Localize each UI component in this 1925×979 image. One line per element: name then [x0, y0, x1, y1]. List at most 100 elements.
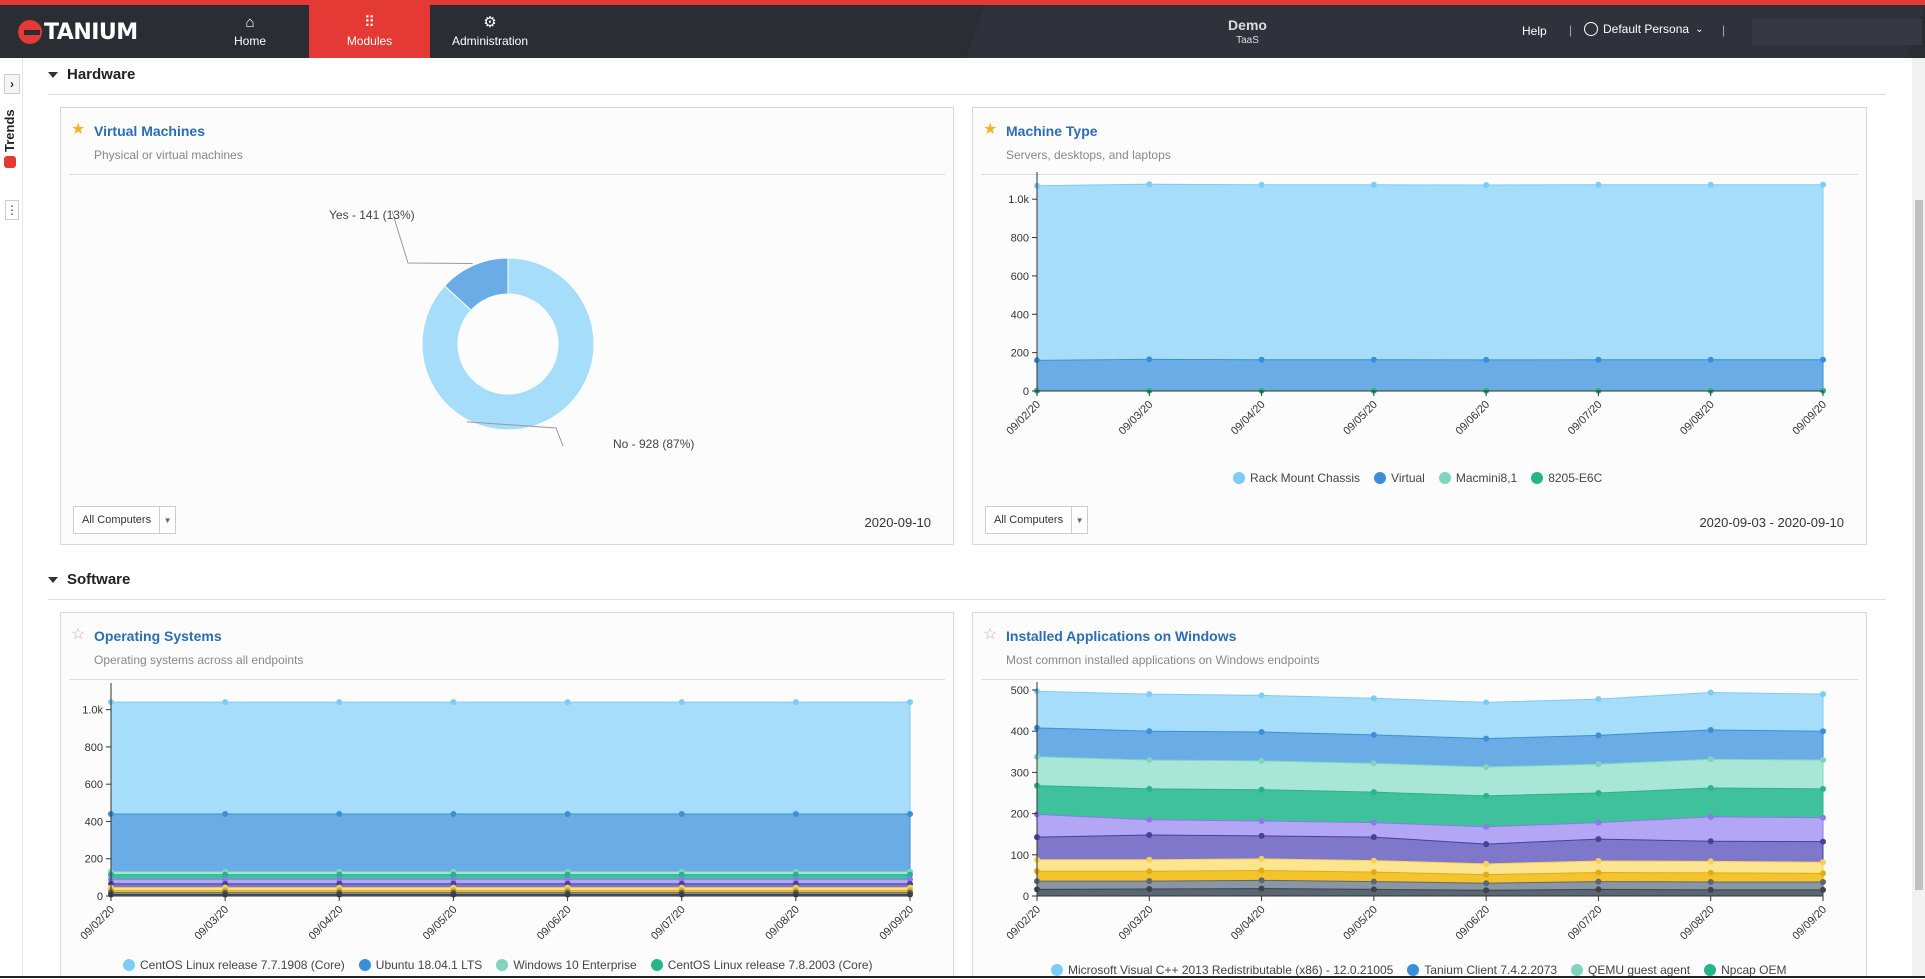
legend-label: 8205-E6C — [1548, 471, 1602, 485]
environment-title: Demo TaaS — [1180, 17, 1315, 46]
computer-group-select[interactable]: All Computers ▼ — [73, 506, 176, 534]
data-point — [1820, 786, 1826, 792]
section-hardware-toggle[interactable]: Hardware — [48, 66, 135, 83]
caret-down-icon — [48, 72, 58, 78]
legend-dot — [496, 959, 508, 971]
data-point — [1708, 838, 1714, 844]
caret-down-icon — [48, 577, 58, 583]
data-point — [565, 699, 571, 705]
more-options-button[interactable]: ⋮ — [5, 200, 19, 220]
y-tick-label: 500 — [1011, 685, 1029, 697]
search-input[interactable] — [1752, 19, 1922, 45]
legend-item[interactable]: Tanium Client 7.4.2.2073 — [1407, 963, 1557, 977]
nav-home-label: Home — [234, 34, 266, 48]
data-point — [793, 811, 799, 817]
legend-item[interactable]: Microsoft Visual C++ 2013 Redistributabl… — [1051, 963, 1393, 977]
x-tick-label: 09/04/20 — [307, 904, 346, 943]
nav-modules-button[interactable]: ⠿ Modules — [309, 5, 430, 58]
legend-item[interactable]: Rack Mount Chassis — [1233, 471, 1360, 485]
data-point — [1708, 858, 1714, 864]
x-tick-label: 09/03/20 — [1117, 904, 1156, 943]
section-divider — [48, 94, 1886, 95]
data-point — [1146, 832, 1152, 838]
data-point — [1371, 879, 1377, 885]
area-series-9 — [1037, 889, 1823, 896]
chart-legend: Rack Mount Chassis Virtual Macmini8,1 8205-… — [1233, 471, 1616, 485]
x-tick-label: 09/07/20 — [1566, 904, 1605, 943]
data-point — [1595, 820, 1601, 826]
tanium-logo[interactable]: TANIUM — [18, 19, 138, 45]
legend-item[interactable]: Npcap OEM — [1704, 963, 1786, 977]
y-tick-label: 1.0k — [82, 705, 103, 717]
legend-item[interactable]: 8205-E6C — [1531, 471, 1602, 485]
data-point — [1146, 691, 1152, 697]
legend-label: QEMU guest agent — [1588, 963, 1690, 977]
data-point — [1708, 785, 1714, 791]
computer-group-select[interactable]: All Computers ▼ — [985, 506, 1088, 534]
brand-name: TANIUM — [44, 20, 138, 45]
y-tick-label: 200 — [85, 854, 103, 866]
legend-label: Virtual — [1391, 471, 1425, 485]
data-point — [222, 811, 228, 817]
nav-modules-label: Modules — [347, 34, 392, 48]
data-point — [1595, 790, 1601, 796]
installed-applications-card: ☆ Installed Applications on Windows Most… — [972, 612, 1867, 978]
trends-text: Trends — [2, 109, 17, 152]
separator: | — [1722, 23, 1725, 37]
nav-home-button[interactable]: ⌂ Home — [205, 5, 295, 58]
caret-down-icon: ▼ — [1071, 507, 1087, 533]
data-point — [1483, 861, 1489, 867]
y-tick-label: 400 — [85, 816, 103, 828]
caret-down-icon: ▼ — [159, 507, 175, 533]
page-scrollbar-thumb[interactable] — [1915, 200, 1923, 890]
trends-label[interactable]: Trends — [2, 98, 17, 168]
data-point — [1259, 877, 1265, 883]
separator: | — [1569, 23, 1572, 37]
data-point — [1146, 757, 1152, 763]
virtual-machines-chart: Yes - 141 (13%)No - 928 (87%) — [61, 108, 955, 546]
legend-item[interactable]: Ubuntu 18.04.1 LTS — [359, 958, 483, 972]
expand-rail-button[interactable]: › — [4, 74, 20, 94]
data-point — [336, 699, 342, 705]
legend-label: CentOS Linux release 7.8.2003 (Core) — [668, 958, 873, 972]
operating-systems-card: ☆ Operating Systems Operating systems ac… — [60, 612, 954, 978]
legend-item[interactable]: CentOS Linux release 7.8.2003 (Core) — [651, 958, 873, 972]
trends-icon — [4, 156, 16, 168]
legend-item[interactable]: Windows 10 Enterprise — [496, 958, 636, 972]
legend-dot — [123, 959, 135, 971]
persona-dropdown[interactable]: Default Persona ⌄ — [1584, 22, 1703, 36]
legend-item[interactable]: CentOS Linux release 7.7.1908 (Core) — [123, 958, 345, 972]
trends-rail: › Trends ⋮ — [0, 58, 23, 978]
data-point — [1820, 887, 1826, 893]
data-point — [1708, 182, 1714, 188]
chart-legend: Microsoft Visual C++ 2013 Redistributabl… — [1051, 963, 1800, 977]
persona-label: Default Persona — [1603, 22, 1689, 36]
data-point — [907, 699, 913, 705]
legend-dot — [1704, 964, 1716, 976]
legend-item[interactable]: QEMU guest agent — [1571, 963, 1690, 977]
data-point — [1483, 841, 1489, 847]
x-tick-label: 09/09/20 — [877, 904, 916, 943]
legend-item[interactable]: Virtual — [1374, 471, 1425, 485]
x-tick-label: 09/09/20 — [1790, 399, 1829, 438]
data-point — [793, 699, 799, 705]
help-link[interactable]: Help — [1522, 24, 1547, 38]
y-tick-label: 600 — [1011, 271, 1029, 283]
home-icon: ⌂ — [245, 15, 254, 31]
grid-icon: ⠿ — [364, 15, 375, 31]
x-tick-label: 09/08/20 — [1678, 399, 1717, 438]
legend-label: Tanium Client 7.4.2.2073 — [1424, 963, 1557, 977]
data-point — [1146, 878, 1152, 884]
legend-dot — [1233, 472, 1245, 484]
data-point — [1483, 887, 1489, 893]
data-point — [1820, 728, 1826, 734]
nav-administration-button[interactable]: ⚙ Administration — [440, 5, 540, 58]
data-point — [1708, 879, 1714, 885]
legend-item[interactable]: Macmini8,1 — [1439, 471, 1517, 485]
data-point — [1595, 761, 1601, 767]
data-point — [1595, 357, 1601, 363]
legend-dot — [1439, 472, 1451, 484]
data-point — [1483, 880, 1489, 886]
data-point — [1820, 691, 1826, 697]
section-software-toggle[interactable]: Software — [48, 571, 130, 588]
